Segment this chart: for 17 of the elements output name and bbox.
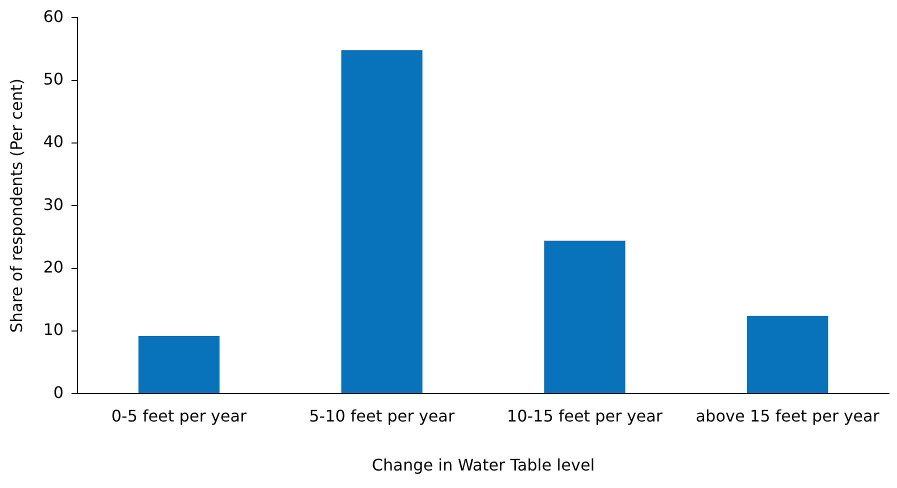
y-tick-label: 10	[43, 320, 64, 340]
y-tick-label: 30	[43, 194, 64, 214]
y-tick-label: 40	[43, 132, 64, 152]
x-tick-label: 10-15 feet per year	[506, 406, 663, 426]
y-tick-label: 0	[53, 382, 64, 402]
x-tick-label: 0-5 feet per year	[111, 406, 248, 426]
y-tick-label: 50	[43, 69, 64, 88]
bar	[341, 50, 422, 394]
y-axis-title: Share of respondents (Per cent)	[6, 78, 26, 333]
y-tick-label: 20	[43, 257, 64, 276]
bar	[747, 316, 828, 394]
bar	[544, 240, 626, 394]
x-tick-label: 5-10 feet per year	[309, 406, 455, 426]
x-tick-label: above 15 feet per year	[696, 406, 880, 426]
x-axis-title: Change in Water Table level	[372, 456, 595, 475]
bar	[138, 336, 220, 394]
y-tick-label: 60	[43, 6, 64, 26]
